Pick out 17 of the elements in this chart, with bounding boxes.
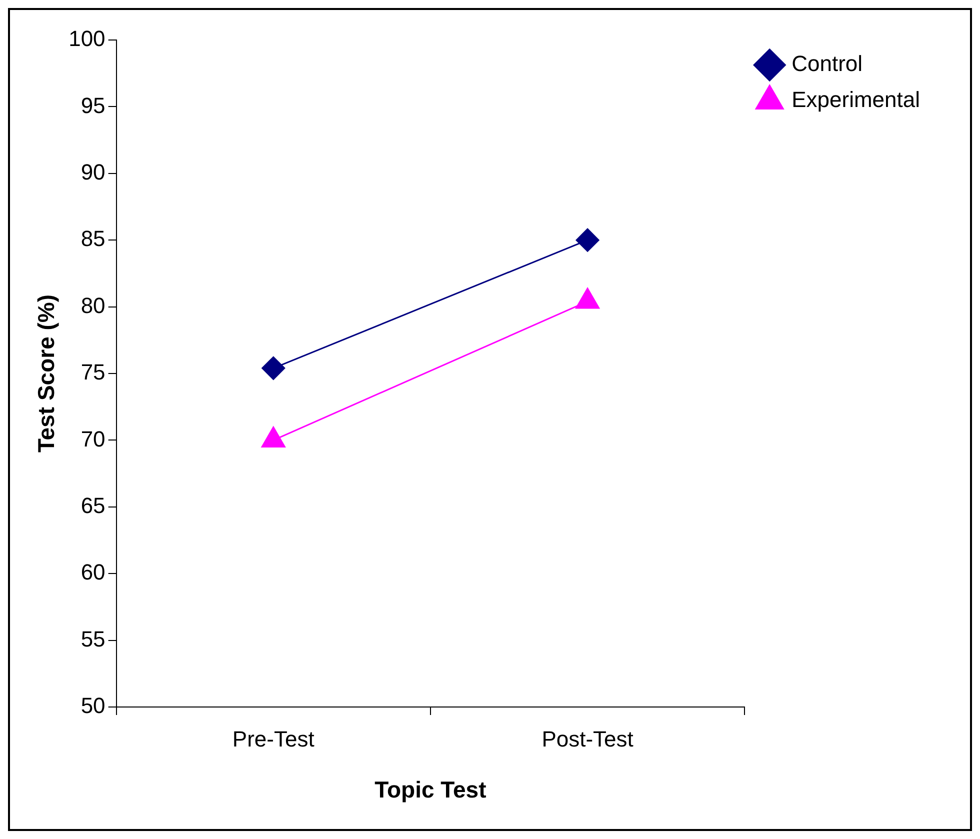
x-tick-label: Pre-Test — [232, 726, 314, 752]
y-tick-label: 90 — [80, 159, 106, 184]
x-axis-title: Topic Test — [374, 776, 487, 803]
y-tick-label: 85 — [80, 226, 106, 252]
legend-label: Experimental — [792, 87, 920, 112]
y-tick-label: 70 — [80, 426, 106, 452]
y-tick-label: 50 — [80, 693, 106, 718]
x-tick-label: Post-Test — [542, 726, 634, 752]
y-tick-label: 55 — [80, 626, 106, 652]
y-tick-label: 75 — [80, 360, 106, 385]
y-tick-label: 65 — [80, 492, 106, 518]
y-tick-label: 60 — [80, 560, 106, 585]
legend-label: Control — [792, 51, 863, 76]
y-tick-label: 80 — [80, 292, 106, 318]
y-axis-title: Test Score (%) — [33, 294, 60, 453]
y-tick-label: 95 — [80, 92, 106, 118]
y-tick-label: 100 — [68, 26, 106, 52]
